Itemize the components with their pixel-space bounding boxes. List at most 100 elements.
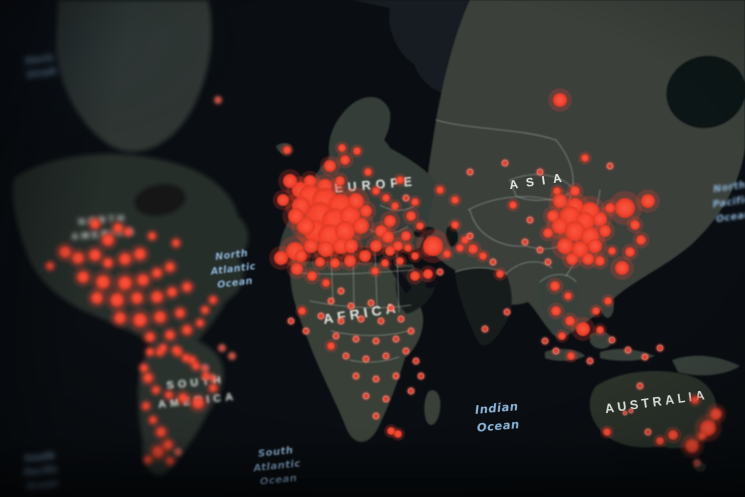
case-bubble bbox=[644, 428, 652, 436]
case-bubble bbox=[387, 304, 395, 312]
case-bubble bbox=[172, 346, 180, 354]
case-bubble bbox=[347, 302, 355, 310]
case-bubble bbox=[209, 296, 217, 304]
case-bubble bbox=[196, 319, 204, 327]
case-bubble bbox=[228, 352, 236, 360]
case-bubble bbox=[586, 357, 594, 365]
case-bubble bbox=[567, 352, 575, 360]
case-bubble bbox=[402, 347, 410, 355]
case-bubble bbox=[338, 144, 346, 152]
case-bubble bbox=[436, 186, 444, 194]
case-bubble bbox=[481, 325, 489, 333]
case-bubble bbox=[382, 395, 390, 403]
case-bubble bbox=[367, 299, 375, 307]
case-bubble bbox=[466, 168, 474, 176]
case-bubble bbox=[544, 258, 552, 266]
case-bubble bbox=[209, 384, 217, 392]
case-bubble bbox=[564, 292, 572, 300]
label-south-atlantic-ocean: South bbox=[257, 445, 294, 460]
case-bubble bbox=[603, 428, 611, 436]
case-bubble bbox=[622, 410, 628, 416]
case-bubble bbox=[381, 259, 389, 267]
case-bubble bbox=[691, 396, 699, 404]
case-bubble bbox=[315, 257, 325, 267]
case-bubble bbox=[103, 258, 113, 268]
case-bubble bbox=[214, 96, 222, 104]
case-bubble bbox=[287, 317, 295, 325]
case-bubble bbox=[396, 257, 404, 265]
case-bubble bbox=[307, 271, 317, 281]
case-bubble bbox=[417, 372, 425, 380]
case-bubble bbox=[340, 155, 350, 165]
case-bubble bbox=[402, 194, 410, 202]
case-bubble bbox=[410, 271, 420, 281]
case-bubble bbox=[364, 168, 372, 176]
case-bubble bbox=[596, 326, 604, 334]
case-bubble bbox=[119, 253, 131, 265]
case-bubble bbox=[489, 258, 497, 266]
case-bubble bbox=[371, 267, 379, 275]
case-bubble bbox=[625, 247, 635, 257]
case-bubble bbox=[140, 364, 148, 372]
case-bubble bbox=[624, 346, 632, 354]
case-bubble bbox=[274, 251, 288, 265]
case-bubble bbox=[134, 248, 146, 260]
case-bubble bbox=[148, 232, 156, 240]
case-bubble bbox=[396, 176, 404, 184]
case-bubble bbox=[641, 194, 655, 208]
case-bubble bbox=[503, 308, 511, 316]
case-bubble bbox=[302, 327, 310, 335]
case-bubble bbox=[146, 348, 154, 356]
case-bubble bbox=[636, 235, 646, 245]
case-bubble bbox=[543, 228, 553, 238]
case-bubble bbox=[479, 252, 487, 260]
label-south-atlantic-ocean: Atlantic bbox=[252, 458, 301, 474]
case-bubble bbox=[377, 317, 385, 325]
case-bubble bbox=[182, 325, 192, 335]
case-bubble bbox=[298, 307, 306, 315]
case-bubble bbox=[91, 292, 103, 304]
case-bubble bbox=[501, 159, 509, 167]
case-bubble bbox=[407, 327, 415, 335]
case-bubble bbox=[131, 292, 143, 304]
case-bubble bbox=[337, 287, 345, 295]
label-indian-ocean: Ocean bbox=[476, 417, 520, 435]
case-bubble bbox=[202, 372, 210, 380]
case-bubble bbox=[72, 252, 84, 264]
case-bubble bbox=[324, 160, 336, 172]
case-bubble bbox=[668, 430, 678, 440]
case-bubble bbox=[604, 297, 612, 305]
case-bubble bbox=[411, 198, 419, 206]
case-bubble bbox=[192, 397, 204, 409]
label-south-pacific-ocean: South bbox=[24, 451, 56, 464]
case-bubble bbox=[693, 459, 701, 467]
case-bubble bbox=[372, 412, 380, 420]
case-bubble bbox=[192, 362, 200, 370]
case-bubble bbox=[156, 427, 166, 437]
case-bubble bbox=[536, 168, 544, 176]
case-bubble bbox=[550, 281, 560, 291]
case-bubble bbox=[526, 216, 534, 224]
case-bubble bbox=[372, 337, 380, 345]
label-south-atlantic-ocean: Ocean bbox=[259, 473, 298, 488]
case-bubble bbox=[46, 262, 54, 270]
case-bubble bbox=[218, 344, 226, 352]
case-bubble bbox=[551, 306, 561, 316]
case-bubble bbox=[362, 392, 370, 400]
case-bubble bbox=[337, 317, 345, 325]
case-bubble bbox=[124, 228, 132, 236]
case-bubble bbox=[541, 337, 549, 345]
case-bubble bbox=[145, 332, 155, 342]
case-bubble bbox=[288, 208, 304, 224]
case-bubble bbox=[576, 322, 590, 336]
case-bubble bbox=[172, 239, 180, 247]
case-bubble bbox=[581, 154, 589, 162]
case-bubble bbox=[636, 382, 644, 390]
case-bubble bbox=[142, 402, 150, 410]
case-bubble bbox=[615, 198, 635, 218]
case-bubble bbox=[496, 270, 504, 278]
case-bubble bbox=[451, 196, 459, 204]
case-bubble bbox=[553, 187, 561, 195]
